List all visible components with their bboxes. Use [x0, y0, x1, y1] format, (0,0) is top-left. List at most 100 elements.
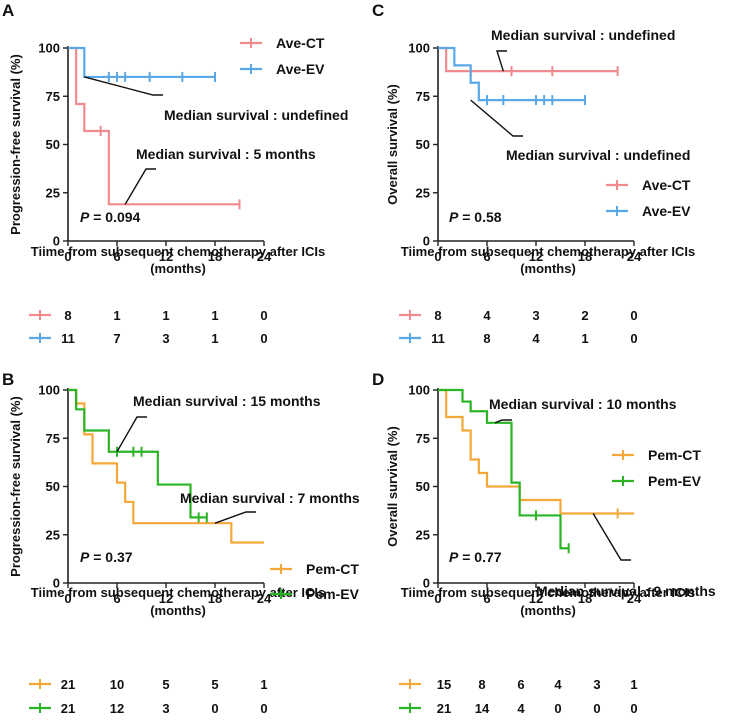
annotation-leader-line	[592, 513, 631, 561]
x-tick-label: 12	[159, 249, 173, 264]
km-curve-ave-ev	[438, 46, 585, 102]
x-axis-title: Tiime from subsequent chemotherapy after…	[401, 585, 696, 600]
risk-count-pem-ct: 15	[437, 677, 451, 692]
km-curve-pem-ev	[68, 388, 207, 519]
median-survival-annotation: Median survival : undefined	[506, 147, 690, 163]
y-tick-label: 25	[46, 527, 60, 542]
y-tick-label: 0	[53, 576, 60, 591]
y-tick-label: 100	[38, 383, 60, 398]
median-survival-annotation: Median survival : 5 months	[136, 146, 316, 162]
x-tick-label: 24	[257, 591, 272, 606]
y-axis-title: Progression-free survival (%)	[8, 396, 23, 577]
y-tick-label: 50	[416, 479, 430, 494]
risk-count-ave-ev: 3	[162, 331, 169, 346]
p-value-label: P = 0.094	[80, 209, 141, 225]
risk-count-pem-ct: 10	[110, 677, 124, 692]
x-tick-label: 6	[113, 249, 120, 264]
risk-count-ave-ct: 0	[260, 308, 267, 323]
x-axis-title-unit: (months)	[150, 603, 206, 618]
risk-count-ave-ev: 8	[483, 331, 490, 346]
y-tick-label: 0	[423, 576, 430, 591]
median-survival-annotation: Median survival : undefined	[491, 27, 675, 43]
x-tick-label: 12	[529, 591, 543, 606]
annotation-leader-line	[84, 76, 163, 96]
median-survival-annotation: Median survival : 15 months	[133, 393, 321, 409]
panel-letter: B	[2, 370, 14, 389]
risk-count-ave-ev: 11	[61, 331, 75, 346]
risk-count-pem-ev: 21	[437, 701, 451, 716]
y-tick-label: 100	[38, 41, 60, 56]
risk-count-pem-ct: 1	[630, 677, 637, 692]
median-survival-annotation: Median survival : 10 months	[489, 396, 677, 412]
p-value-number: = 0.77	[458, 549, 501, 565]
km-curve-ave-ev	[68, 46, 215, 79]
x-axis-title: Tiime from subsequent chemotherapy after…	[31, 585, 326, 600]
risk-count-ave-ev: 0	[630, 331, 637, 346]
risk-count-pem-ct: 6	[517, 677, 524, 692]
risk-count-ave-ct: 0	[630, 308, 637, 323]
x-tick-label: 12	[529, 249, 543, 264]
x-tick-label: 0	[434, 591, 441, 606]
x-tick-label: 18	[578, 591, 592, 606]
y-tick-label: 50	[46, 479, 60, 494]
y-tick-label: 75	[46, 89, 60, 104]
annotation-leader-line	[496, 50, 507, 72]
risk-count-pem-ev: 4	[517, 701, 525, 716]
km-curve-ave-ct	[438, 46, 618, 73]
x-tick-label: 18	[208, 249, 222, 264]
p-value-number: = 0.37	[89, 549, 132, 565]
km-curve-pem-ev	[438, 388, 569, 550]
y-tick-label: 0	[53, 234, 60, 249]
y-tick-label: 75	[416, 431, 430, 446]
risk-count-pem-ct: 5	[211, 677, 218, 692]
y-tick-label: 25	[416, 527, 430, 542]
x-tick-label: 12	[159, 591, 173, 606]
legend-label-pem-ev: Pem-EV	[648, 473, 702, 489]
x-tick-label: 24	[627, 249, 642, 264]
x-axis-title-unit: (months)	[520, 261, 576, 276]
p-value-symbol: P	[449, 209, 459, 225]
risk-count-pem-ct: 21	[61, 677, 75, 692]
risk-count-ave-ct: 8	[434, 308, 441, 323]
risk-count-ave-ev: 11	[431, 331, 445, 346]
x-tick-label: 6	[483, 249, 490, 264]
median-survival-annotation: Median survival : 7 months	[180, 490, 360, 506]
risk-count-ave-ct: 3	[532, 308, 539, 323]
risk-count-pem-ct: 1	[260, 677, 267, 692]
median-survival-annotation: Median survival : 9 months	[536, 583, 716, 599]
legend-label-ave-ev: Ave-EV	[642, 203, 691, 219]
legend-label-pem-ev: Pem-EV	[306, 586, 360, 602]
annotation-leader-line	[124, 168, 156, 205]
risk-count-ave-ct: 4	[483, 308, 491, 323]
x-axis-title: Tiime from subsequent chemotherapy after…	[31, 244, 326, 259]
annotation-leader-line	[470, 99, 523, 137]
risk-count-ave-ev: 4	[532, 331, 540, 346]
risk-count-ave-ct: 1	[162, 308, 169, 323]
risk-count-pem-ct: 4	[554, 677, 562, 692]
x-tick-label: 24	[627, 591, 642, 606]
km-curve-pem-ct	[68, 388, 264, 544]
x-tick-label: 0	[64, 591, 71, 606]
risk-count-pem-ev: 21	[61, 701, 75, 716]
x-tick-label: 18	[578, 249, 592, 264]
risk-count-ave-ev: 7	[113, 331, 120, 346]
y-tick-label: 25	[416, 185, 430, 200]
y-tick-label: 100	[408, 383, 430, 398]
p-value-label: P = 0.37	[80, 549, 133, 565]
risk-count-pem-ev: 12	[110, 701, 124, 716]
km-curve-pem-ct	[438, 388, 634, 515]
median-survival-annotation: Median survival : undefined	[164, 107, 348, 123]
x-tick-label: 6	[483, 591, 490, 606]
y-tick-label: 0	[423, 234, 430, 249]
risk-count-pem-ev: 0	[260, 701, 267, 716]
risk-count-ave-ct: 8	[64, 308, 71, 323]
y-axis-title: Progression-free survival (%)	[8, 54, 23, 235]
legend-label-pem-ct: Pem-CT	[648, 447, 701, 463]
risk-count-pem-ev: 14	[475, 701, 490, 716]
annotation-leader-line	[214, 511, 256, 524]
risk-count-ave-ev: 1	[581, 331, 588, 346]
risk-count-pem-ev: 0	[593, 701, 600, 716]
